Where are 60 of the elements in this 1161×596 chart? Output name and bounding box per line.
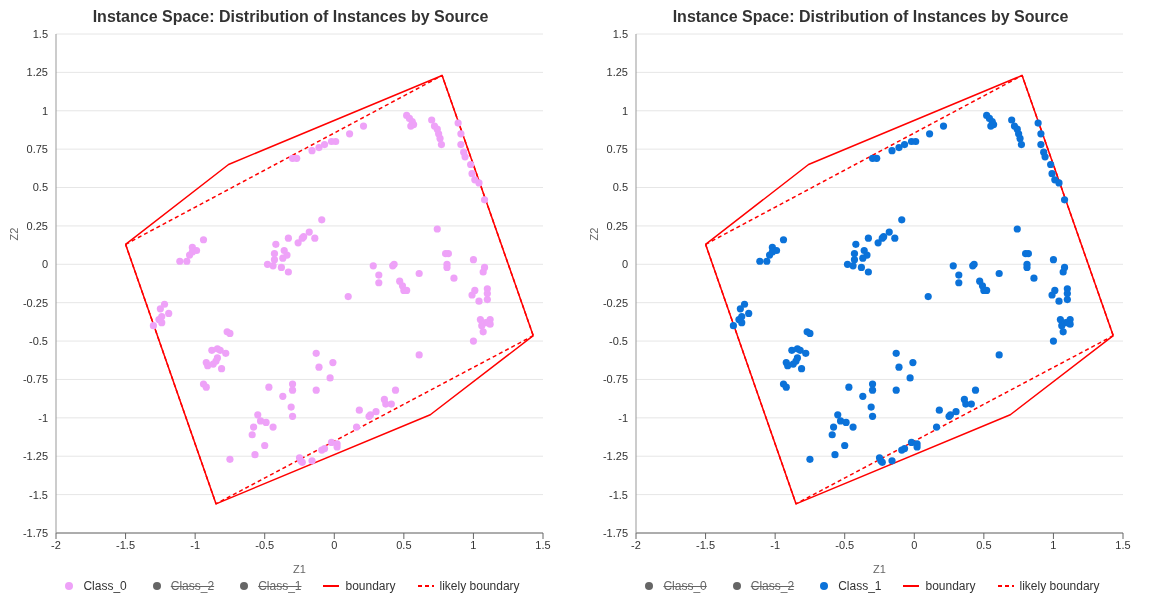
y-tick-label: 1.5 xyxy=(612,27,628,40)
x-tick-label: -1 xyxy=(770,538,781,551)
x-tick-label: 1 xyxy=(1050,538,1057,551)
y-tick-label: 0.5 xyxy=(32,181,48,194)
y-tick-label: 0.25 xyxy=(606,219,628,232)
y-tick-label: 0 xyxy=(621,258,628,271)
y-tick-label: 0.25 xyxy=(26,219,48,232)
y-tick-label: 0.5 xyxy=(612,181,628,194)
x-tick-label: -2 xyxy=(631,538,641,551)
legend-label: likely boundary xyxy=(1019,579,1100,593)
y-axis-title: Z2 xyxy=(588,227,601,241)
chart-title: Instance Space: Distribution of Instances by Source xyxy=(672,8,1069,25)
y-tick-label: -1 xyxy=(618,411,628,424)
y-tick-label: -1.5 xyxy=(609,488,628,501)
x-tick-label: -0.5 xyxy=(255,538,275,551)
y-tick-label: 1 xyxy=(41,104,48,117)
y-tick-label: -1.25 xyxy=(22,450,48,463)
y-tick-label: -0.25 xyxy=(22,296,48,309)
y-tick-label: 0 xyxy=(41,258,48,271)
y-tick-label: -0.75 xyxy=(602,373,628,386)
x-axis-title: Z1 xyxy=(293,563,306,575)
x-tick-label: -1 xyxy=(190,538,201,551)
y-tick-label: 1.25 xyxy=(606,66,628,79)
x-tick-label: -2 xyxy=(51,538,61,551)
x-tick-label: 1.5 xyxy=(535,538,551,551)
y-tick-label: -1 xyxy=(38,411,48,424)
y-tick-label: 0.75 xyxy=(606,143,628,156)
x-tick-label: -1.5 xyxy=(696,538,716,551)
x-tick-label: 0 xyxy=(331,538,338,551)
y-axis-title: Z2 xyxy=(8,227,21,241)
y-tick-label: -1.25 xyxy=(602,450,628,463)
legend-label: likely boundary xyxy=(439,579,520,593)
y-tick-label: -0.75 xyxy=(22,373,48,386)
y-tick-label: -0.5 xyxy=(609,334,628,347)
legend-label: Class_0 xyxy=(663,579,707,593)
x-tick-label: -0.5 xyxy=(835,538,855,551)
legend-label: Class_1 xyxy=(838,579,882,593)
legend-label: Class_0 xyxy=(83,579,127,593)
legend-label: Class_2 xyxy=(170,579,215,593)
y-tick-label: -0.5 xyxy=(29,334,48,347)
x-tick-label: 1 xyxy=(470,538,477,551)
legend-label: Class_1 xyxy=(258,579,302,593)
chart-title: Instance Space: Distribution of Instances by Source xyxy=(92,8,489,25)
x-tick-label: -1.5 xyxy=(116,538,136,551)
y-tick-label: -0.25 xyxy=(602,296,628,309)
x-tick-label: 0.5 xyxy=(976,538,992,551)
x-axis-title: Z1 xyxy=(873,563,886,575)
x-tick-label: 1.5 xyxy=(1115,538,1131,551)
legend-label: boundary xyxy=(925,579,976,593)
legend-label: boundary xyxy=(345,579,396,593)
y-tick-label: 1.25 xyxy=(26,66,48,79)
y-tick-label: 1.5 xyxy=(32,27,48,40)
y-tick-label: 0.75 xyxy=(26,143,48,156)
x-tick-label: 0.5 xyxy=(396,538,412,551)
y-tick-label: -1.75 xyxy=(22,526,48,539)
y-tick-label: -1.5 xyxy=(29,488,48,501)
y-tick-label: 1 xyxy=(621,104,628,117)
legend-label: Class_2 xyxy=(750,579,795,593)
x-tick-label: 0 xyxy=(911,538,918,551)
y-tick-label: -1.75 xyxy=(602,526,628,539)
